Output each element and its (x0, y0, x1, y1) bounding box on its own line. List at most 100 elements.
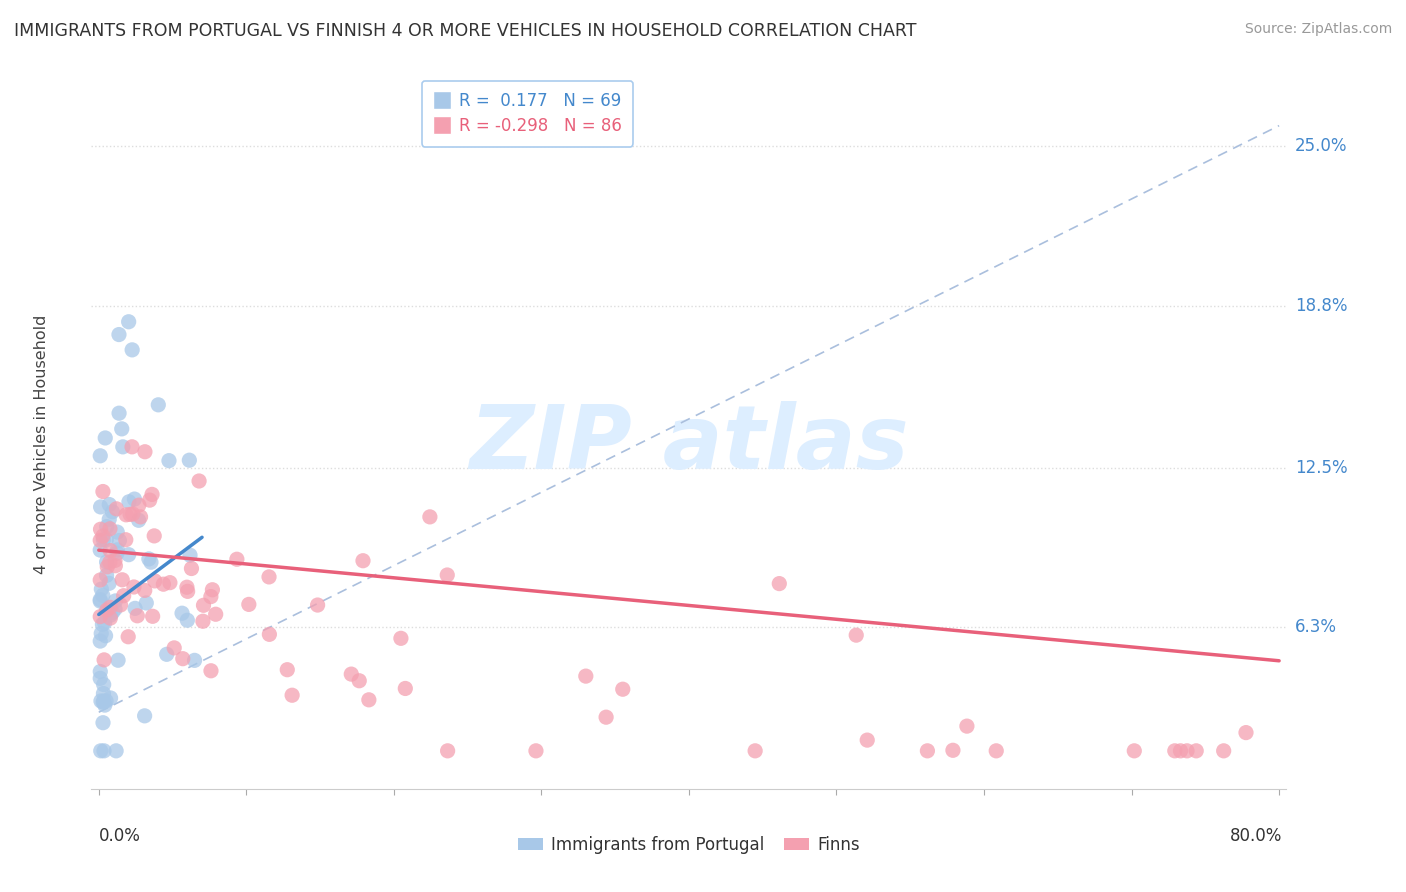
Point (98, 512, 121, 526)
Point (1123, 744, 1146, 758)
Point (986, 744, 1008, 758)
Point (259, 627, 281, 641)
Point (111, 573, 134, 587)
Point (91, 695, 114, 709)
Point (96, 559, 118, 574)
Point (90, 744, 112, 758)
Point (93, 694, 115, 708)
Point (394, 681, 416, 696)
Point (148, 398, 170, 412)
Point (142, 609, 165, 624)
Point (127, 608, 149, 623)
Point (942, 743, 965, 757)
Point (138, 493, 160, 508)
Point (575, 669, 598, 683)
Text: ZIP atlas: ZIP atlas (470, 401, 908, 488)
Text: Source: ZipAtlas.com: Source: ZipAtlas.com (1244, 22, 1392, 37)
Point (89, 592, 111, 607)
Point (201, 582, 224, 597)
Point (120, 508, 142, 522)
Point (105, 525, 128, 540)
Point (114, 533, 136, 547)
Point (1175, 744, 1198, 758)
Point (93, 615, 115, 630)
Point (104, 553, 127, 567)
Point (183, 653, 205, 667)
Point (143, 574, 166, 588)
Point (204, 607, 226, 622)
Text: IMMIGRANTS FROM PORTUGAL VS FINNISH 4 OR MORE VEHICLES IN HOUSEHOLD CORRELATION : IMMIGRANTS FROM PORTUGAL VS FINNISH 4 OR… (14, 22, 917, 40)
Point (1234, 725, 1257, 739)
Point (193, 599, 215, 613)
Point (225, 552, 247, 566)
Point (141, 487, 163, 501)
Point (93, 677, 115, 691)
Point (93, 653, 115, 667)
Point (257, 570, 280, 584)
Point (89, 449, 111, 463)
Point (98, 543, 121, 558)
Point (172, 651, 194, 665)
Point (89, 634, 111, 648)
Point (128, 498, 150, 512)
Point (96, 603, 118, 617)
Point (89, 665, 111, 679)
Point (111, 422, 134, 436)
Point (170, 606, 193, 620)
Point (90, 522, 112, 536)
Point (104, 558, 127, 573)
Point (163, 640, 186, 655)
Point (179, 548, 201, 562)
Point (90, 500, 112, 514)
Point (91, 589, 114, 603)
Point (100, 691, 122, 706)
Point (108, 406, 131, 420)
Point (93, 687, 115, 701)
Point (98, 498, 121, 512)
Point (117, 630, 139, 644)
Point (176, 584, 198, 599)
Point (105, 546, 128, 560)
Point (107, 653, 129, 667)
Point (91, 529, 114, 543)
Point (105, 501, 128, 516)
Point (90, 694, 112, 708)
Point (135, 596, 157, 610)
Point (238, 598, 260, 612)
Point (134, 444, 156, 458)
Point (768, 576, 790, 591)
Point (134, 583, 156, 598)
Text: 4 or more Vehicles in Household: 4 or more Vehicles in Household (34, 315, 49, 574)
Point (121, 343, 143, 357)
Point (143, 529, 166, 543)
Text: 80.0%: 80.0% (1230, 828, 1282, 846)
Point (176, 580, 198, 594)
Point (96, 568, 118, 582)
Point (200, 664, 222, 678)
Point (96, 519, 118, 533)
Point (90, 582, 112, 596)
Point (98, 576, 121, 591)
Point (98, 600, 121, 615)
Point (104, 602, 127, 616)
Point (159, 575, 181, 590)
Point (917, 744, 939, 758)
Point (98, 555, 121, 569)
Point (347, 673, 370, 688)
Point (115, 508, 138, 522)
Point (595, 710, 617, 724)
Text: 6.3%: 6.3% (1295, 618, 1337, 636)
Point (276, 663, 298, 677)
Point (121, 507, 143, 521)
Point (1170, 744, 1192, 758)
Point (111, 440, 134, 454)
Point (118, 548, 141, 562)
Point (94, 605, 117, 619)
Point (612, 682, 634, 697)
Point (101, 606, 124, 620)
Point (101, 505, 124, 519)
Point (139, 555, 162, 569)
Point (89, 543, 111, 558)
Point (93, 744, 115, 758)
Point (1164, 744, 1187, 758)
